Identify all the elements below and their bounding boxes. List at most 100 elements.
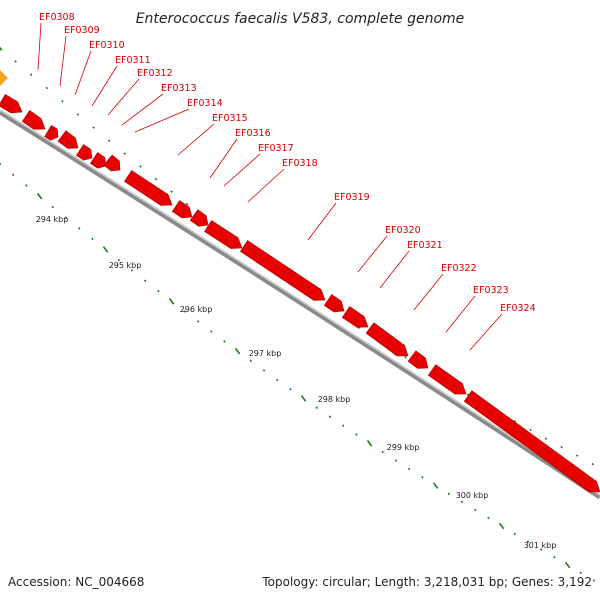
scale-tick (51, 205, 55, 209)
gene-arrow (103, 154, 121, 172)
scale-tick (355, 433, 358, 436)
scale-tick (77, 227, 81, 230)
ring-tick (123, 152, 127, 155)
scale-tick (564, 561, 571, 569)
scale-tick (432, 482, 439, 489)
gene-leader-line (469, 313, 503, 351)
gene-leader-line (121, 93, 164, 126)
gene-label: EF0308 (39, 12, 75, 23)
scale-tick (526, 540, 530, 543)
gene-leader-line (379, 250, 410, 289)
gene-arrow (44, 124, 59, 141)
scale-tick (25, 184, 28, 187)
gene-arrow (204, 220, 243, 249)
gene-leader-line (91, 65, 118, 107)
gene-label: EF0323 (473, 285, 509, 296)
gene-leader-line (209, 138, 238, 179)
scale-tick (143, 279, 147, 283)
scale-label: 297 kbp (249, 349, 282, 358)
scale-tick (328, 415, 332, 418)
ring-tick (591, 462, 595, 466)
genome-summary: Topology: circular; Length: 3,218,031 bp… (261, 575, 592, 589)
ring-tick (560, 445, 563, 449)
gene-leader-line (59, 35, 67, 87)
accession-label: Accession: NC_004668 (8, 575, 144, 589)
genome-backbone (0, 109, 600, 500)
scale-label: 299 kbp (387, 443, 420, 452)
gene-label: EF0319 (334, 192, 370, 203)
scale-tick (168, 298, 175, 305)
gene-leader-line (134, 108, 190, 133)
gene-label: EF0314 (187, 98, 223, 109)
ring-tick (92, 126, 95, 129)
gene-leader-line (307, 202, 337, 241)
scale-tick (315, 406, 319, 409)
scale-label: 300 kbp (456, 491, 489, 500)
ring-tick (404, 356, 407, 359)
scale-tick (11, 173, 15, 177)
gene-arrow (75, 144, 93, 161)
scale-tick (36, 192, 43, 200)
gene-arrow (89, 152, 107, 169)
gene-label: EF0309 (64, 25, 100, 36)
scale-label: 298 kbp (318, 395, 351, 404)
gene-arrow (407, 350, 429, 369)
scale-tick (447, 492, 451, 496)
scale-tick (366, 440, 373, 447)
ring-tick (45, 86, 49, 90)
scale-tick (341, 424, 345, 427)
scale-tick (579, 571, 583, 575)
ring-tick (513, 420, 517, 423)
ring-tick (14, 60, 17, 63)
gene-leader-line (37, 22, 42, 71)
gene-arrow-partial (0, 70, 8, 86)
scale-tick (487, 516, 490, 520)
gene-arrows (0, 93, 600, 493)
gene-label: EF0311 (115, 55, 151, 66)
gene-leader-line (247, 168, 285, 203)
ring-tick (139, 165, 142, 168)
ring-tick (575, 454, 579, 457)
scale-label: 301 kbp (524, 541, 557, 550)
gene-label: EF0317 (258, 143, 294, 154)
ring-tick (76, 113, 80, 116)
gene-ticks (0, 46, 595, 466)
scale-tick (421, 476, 424, 479)
scale-tick (209, 330, 213, 333)
scale-tick (130, 269, 134, 272)
ring-tick (154, 177, 158, 181)
gene-arrow (171, 200, 193, 219)
gene-arrow (365, 322, 409, 357)
scale-tick (0, 162, 2, 166)
scale-tick (117, 258, 121, 262)
gene-arrow (189, 209, 209, 227)
scale-tick (196, 320, 200, 323)
scale-tick (157, 289, 160, 293)
gene-arrow (463, 390, 600, 493)
scale-tick (300, 395, 307, 402)
gene-leader-line (413, 273, 444, 311)
scale-tick (275, 378, 279, 382)
ring-tick (544, 437, 548, 440)
gene-arrow (323, 294, 345, 313)
scale-tick (553, 556, 556, 559)
gene-leader-line (74, 50, 92, 96)
gene-label: EF0320 (385, 225, 421, 236)
scale-tick (91, 237, 94, 241)
genome-backbone-highlight (0, 109, 600, 496)
scale-ticks (0, 162, 596, 582)
gene-label: EF0318 (282, 158, 318, 169)
scale-tick (394, 459, 398, 462)
ring-tick (185, 202, 189, 206)
gene-leader-line (177, 123, 215, 156)
scale-tick (498, 522, 505, 530)
scale-tick (592, 579, 596, 582)
scale-tick (473, 508, 477, 512)
ring-tick (0, 46, 3, 51)
scale-label: 294 kbp (36, 215, 69, 224)
kbp-labels: 294 kbp 295 kbp 296 kbp 297 kbp 298 kbp 299 k… (36, 215, 557, 550)
ring-tick (529, 428, 532, 432)
gene-arrow (57, 130, 79, 149)
gene-arrow (427, 364, 467, 395)
